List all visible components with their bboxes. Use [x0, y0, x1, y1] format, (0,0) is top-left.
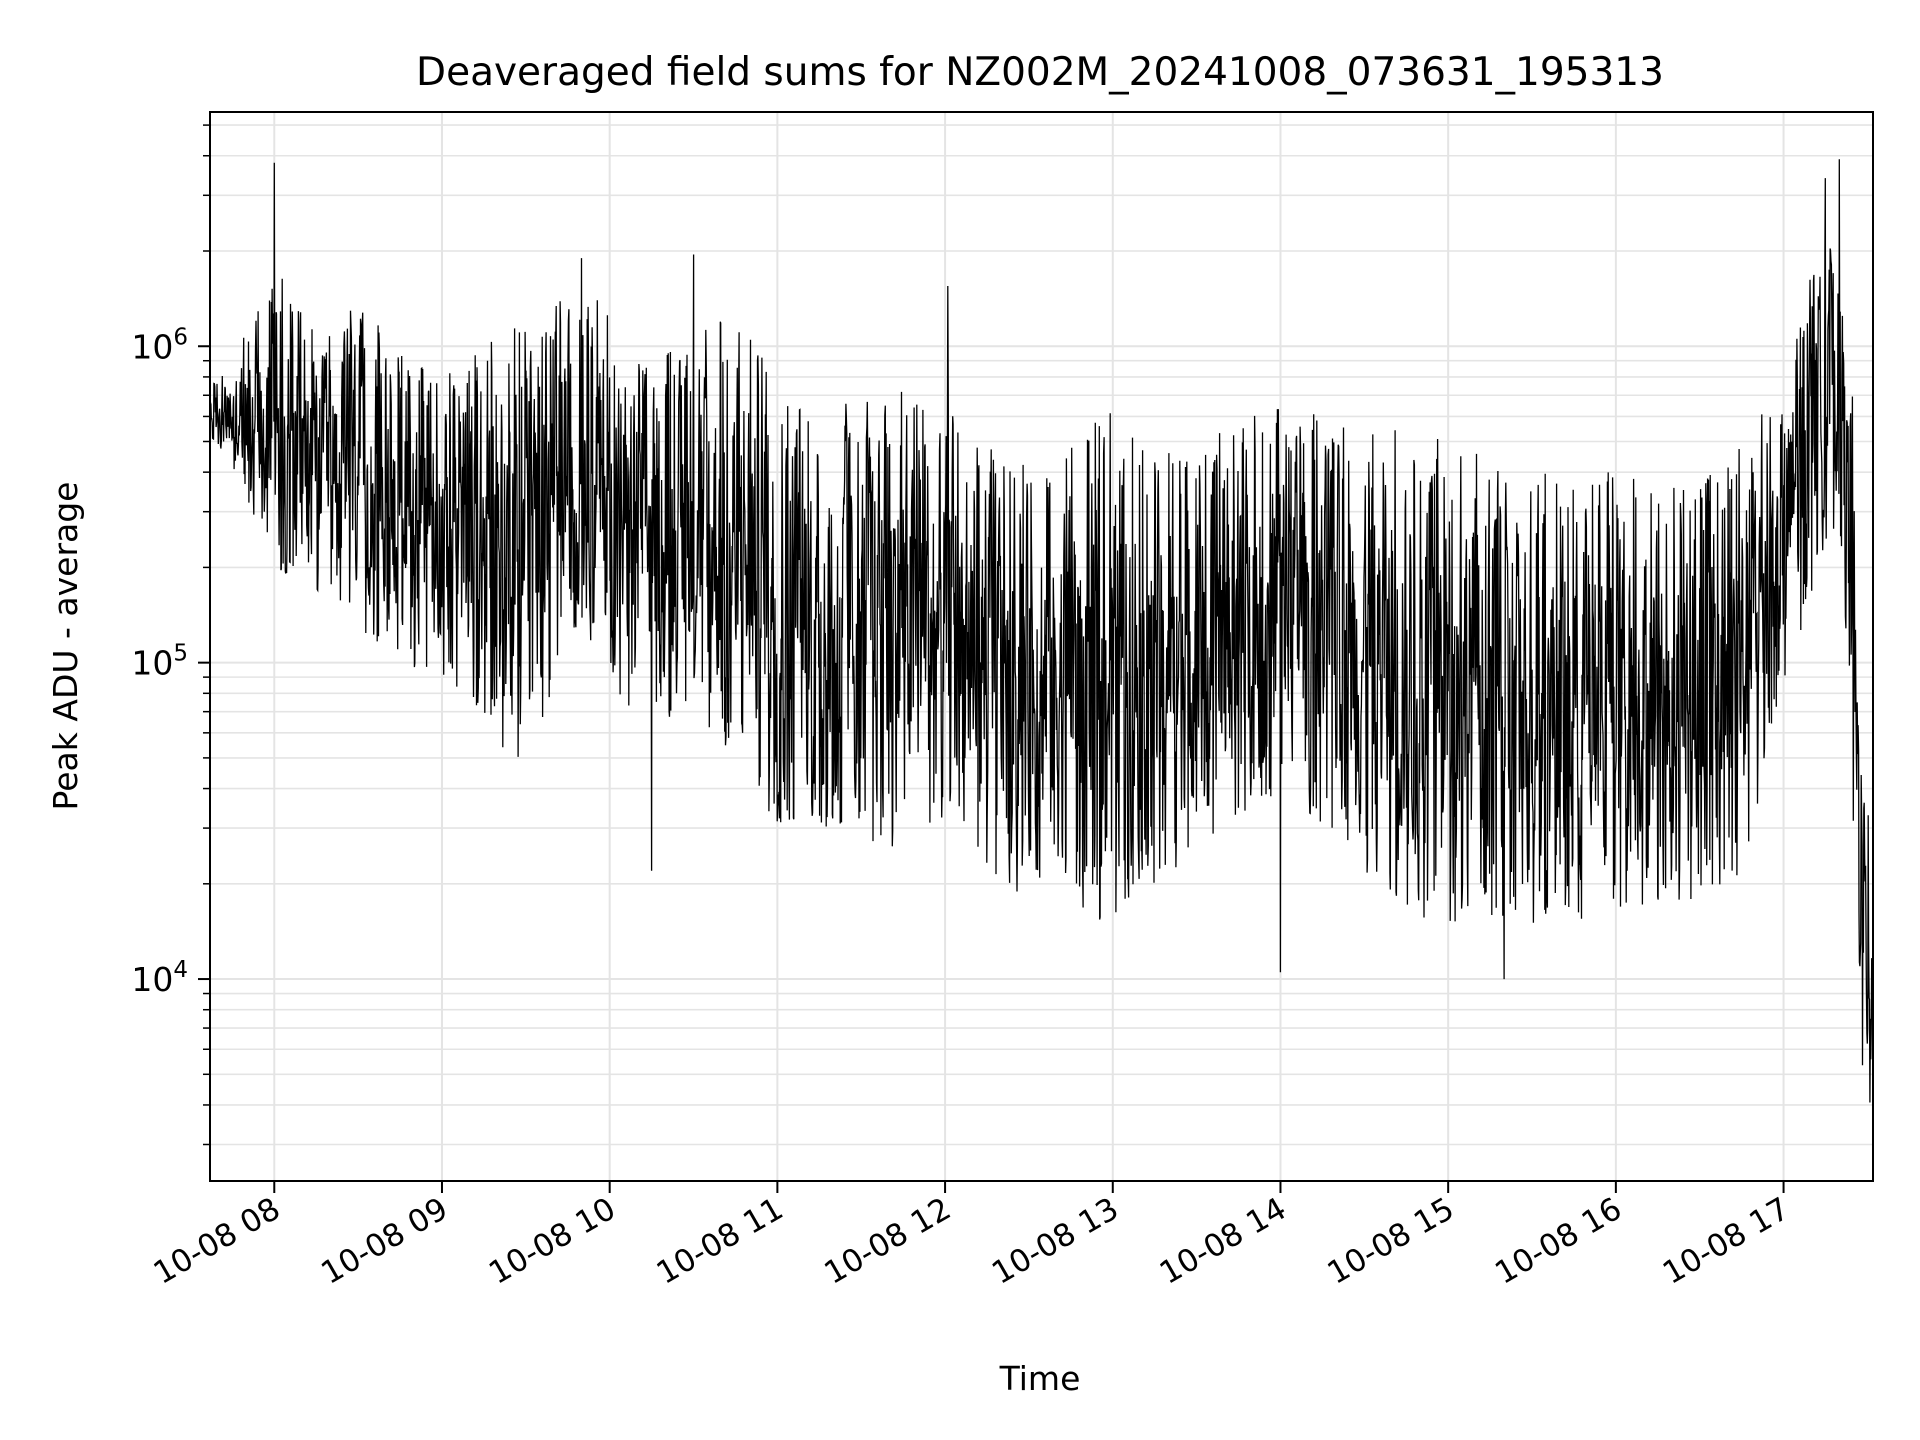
data-series	[209, 159, 1874, 1132]
plot-frame	[209, 111, 1874, 1182]
chart-title: Deaveraged field sums for NZ002M_2024100…	[416, 50, 1664, 95]
y-tick-label: 105	[131, 641, 188, 683]
y-axis-label: Peak ADU - average	[46, 482, 85, 811]
y-tick-label: 104	[131, 957, 188, 999]
y-axis: 104 105 106	[131, 124, 210, 1146]
x-axis-label: Time	[999, 1359, 1081, 1398]
y-tick-label: 106	[131, 324, 188, 366]
series-line	[209, 159, 1874, 1132]
